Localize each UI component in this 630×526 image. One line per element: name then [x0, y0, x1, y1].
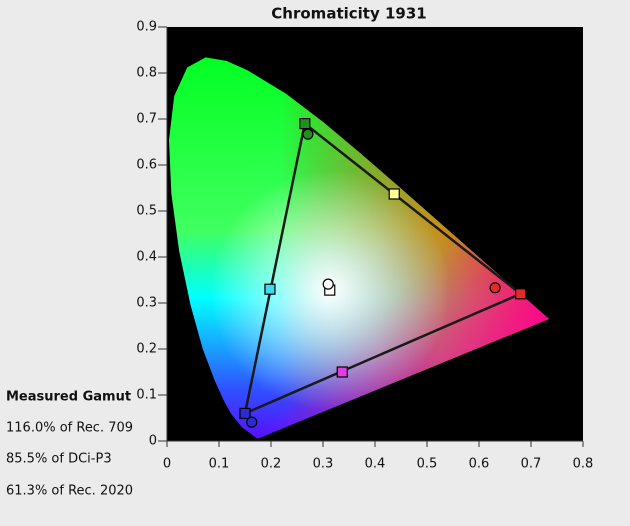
target-marker — [299, 117, 311, 130]
measured-marker — [246, 416, 258, 428]
x-tick-label: 0.2 — [261, 457, 282, 472]
y-tick-label: 0 — [149, 434, 157, 449]
target-marker — [264, 283, 276, 295]
y-tick-label: 0.2 — [136, 342, 157, 357]
measured-marker — [489, 282, 501, 294]
y-tick-label: 0.9 — [136, 20, 157, 35]
target-marker — [336, 366, 348, 378]
y-tick-label: 0.7 — [136, 112, 157, 127]
x-tick-label: 0.6 — [469, 457, 490, 472]
gamut-line: 116.0% of Rec. 709 — [6, 421, 133, 436]
x-tick-label: 0 — [163, 457, 171, 472]
x-tick-label: 0.5 — [417, 457, 438, 472]
x-tick-label: 0.3 — [313, 457, 334, 472]
x-tick-label: 0.7 — [521, 457, 542, 472]
x-tick-label: 0.8 — [573, 457, 594, 472]
measured-marker — [302, 128, 314, 140]
gamut-line: 85.5% of DCi-P3 — [6, 452, 112, 467]
chart-title: Chromaticity 1931 — [271, 5, 426, 23]
x-tick-label: 0.4 — [365, 457, 386, 472]
target-marker — [388, 188, 400, 200]
y-tick-label: 0.5 — [136, 204, 157, 219]
gamut-triangle — [243, 121, 524, 416]
y-tick-label: 0.3 — [136, 296, 157, 311]
measured-marker — [322, 278, 334, 290]
y-tick-label: 0.6 — [136, 158, 157, 173]
target-marker — [514, 288, 527, 300]
panel-title: Measured Gamut — [6, 390, 131, 405]
y-tick-label: 0.8 — [136, 66, 157, 81]
y-tick-label: 0.1 — [136, 388, 157, 403]
gamut-line: 61.3% of Rec. 2020 — [6, 484, 133, 499]
x-tick-label: 0.1 — [209, 457, 230, 472]
y-tick-label: 0.4 — [136, 250, 157, 265]
target-marker — [239, 407, 251, 419]
